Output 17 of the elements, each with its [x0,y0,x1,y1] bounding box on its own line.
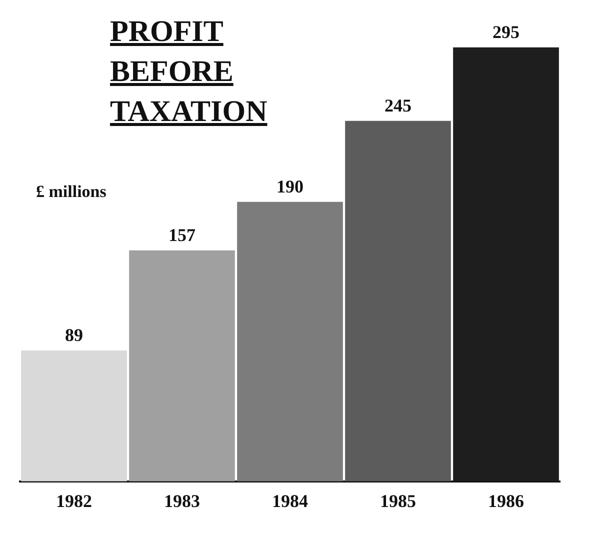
x-tick-label: 1982 [56,490,92,511]
chart-title: PROFIT BEFORE TAXATION [110,14,268,130]
data-label: 245 [384,96,412,116]
x-tick-label: 1986 [488,490,524,511]
bar [453,47,559,482]
bar [345,120,451,482]
y-axis-title: £ millions [36,182,106,202]
data-label: 190 [276,176,304,197]
bar [129,250,235,482]
x-tick-label: 1985 [380,490,416,511]
data-label: 295 [492,22,520,42]
x-tick-label: 1983 [164,490,200,511]
x-tick-label: 1984 [272,490,308,511]
bar [237,202,343,482]
data-label: 157 [168,225,196,246]
bar [21,350,127,482]
data-label: 89 [65,325,83,346]
